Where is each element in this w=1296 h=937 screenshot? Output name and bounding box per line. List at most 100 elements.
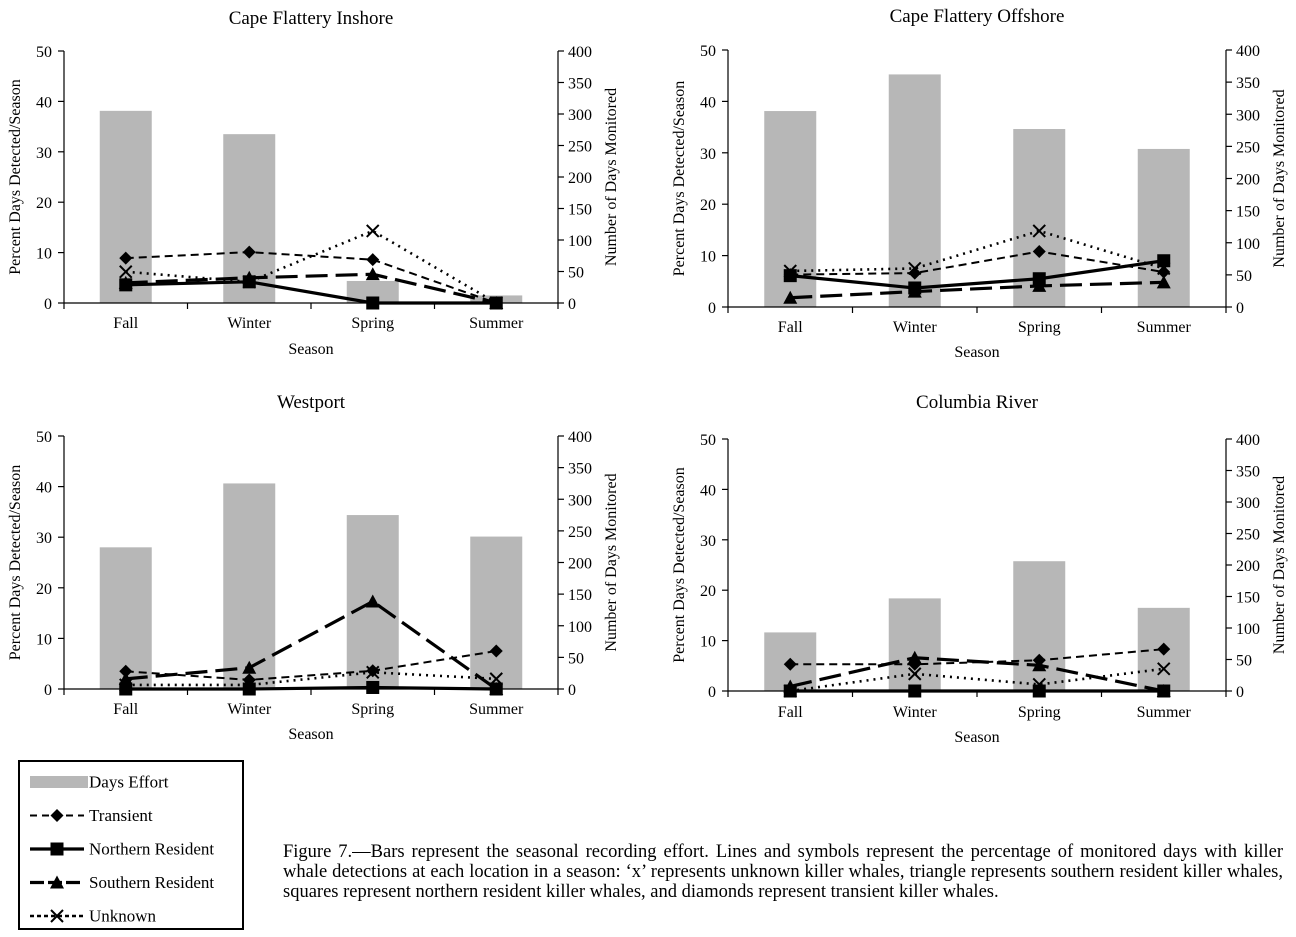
x-tick-label: Spring — [1018, 704, 1061, 721]
x-tick-label: Spring — [1018, 319, 1061, 336]
series-line — [790, 250, 1164, 276]
data-point — [242, 275, 256, 289]
y-tick-label-left: 0 — [44, 296, 52, 313]
series-line — [125, 670, 497, 687]
y-tick-label-right: 200 — [568, 556, 592, 573]
y-tick-label-left: 0 — [44, 682, 52, 699]
chart-westport: Westport 0 10 20 30 40 50 0 50 100 150 200 250 300 350… — [7, 392, 620, 743]
series-line — [125, 599, 498, 691]
data-point — [1157, 261, 1171, 276]
legend-marker — [50, 842, 64, 856]
data-point — [1032, 677, 1046, 692]
y-tick-label-right: 250 — [568, 139, 592, 156]
y-tick-label-left: 20 — [36, 581, 52, 598]
y-tick-label-right: 150 — [1236, 590, 1260, 607]
y-tick-label-right: 350 — [568, 461, 592, 478]
x-tick-label: Summer — [1137, 319, 1192, 336]
y-tick-label-right: 300 — [568, 492, 592, 509]
y-tick-label-right: 400 — [1236, 432, 1260, 449]
legend-graphic: Days Effort Transient Northern Resident Sou… — [30, 773, 214, 926]
y-axis-label-right: Number of Days Monitored — [603, 88, 620, 266]
y-tick-label-left: 10 — [700, 249, 716, 266]
data-point — [119, 265, 133, 279]
y-tick-label-left: 40 — [700, 94, 716, 111]
series-southern-resident — [783, 275, 1171, 304]
y-tick-label-left: 50 — [36, 44, 52, 61]
legend-marker — [50, 875, 64, 889]
series-unknown — [783, 662, 1171, 698]
effort-bar — [223, 483, 276, 689]
y-tick-label-left: 0 — [708, 300, 716, 317]
y-axis-label-left: Percent Days Detected/Season — [7, 465, 24, 660]
x-tick-label: Fall — [778, 704, 803, 721]
y-tick-label-right: 300 — [1236, 495, 1260, 512]
x-tick-label: Fall — [778, 319, 803, 336]
data-point — [118, 275, 133, 289]
data-point — [1032, 684, 1046, 698]
y-axis-label-left: Percent Days Detected/Season — [7, 79, 24, 274]
series-line — [789, 656, 1165, 693]
y-tick-label-right: 250 — [1236, 139, 1260, 156]
y-tick-label-left: 20 — [700, 583, 716, 600]
y-tick-label-left: 30 — [36, 530, 52, 547]
data-point — [366, 296, 380, 310]
x-axis-label: Season — [288, 726, 333, 743]
y-tick-label-right: 300 — [568, 107, 592, 124]
y-axis-label-left: Percent Days Detected/Season — [671, 81, 688, 276]
data-point — [1157, 662, 1171, 676]
data-point — [1157, 642, 1171, 656]
legend-marker — [50, 809, 64, 822]
y-tick-label-right: 100 — [568, 233, 592, 250]
figure-caption: Figure 7.—Bars represent the seasonal re… — [283, 842, 1283, 902]
y-tick-label-right: 200 — [1236, 172, 1260, 189]
x-tick-label: Fall — [113, 701, 138, 718]
x-tick-label: Spring — [351, 701, 394, 718]
data-point — [242, 245, 256, 259]
data-point — [907, 650, 922, 664]
series-unknown — [783, 224, 1171, 278]
y-tick-label-right: 0 — [568, 682, 576, 699]
series-line — [125, 280, 497, 305]
y-tick-label-left: 10 — [36, 631, 52, 648]
y-tick-label-right: 150 — [1236, 204, 1260, 221]
series-line — [790, 229, 1165, 273]
data-point — [908, 657, 922, 671]
data-point — [119, 251, 133, 265]
data-point — [908, 261, 922, 276]
y-tick-label-right: 400 — [568, 429, 592, 446]
legend-swatch-bar — [30, 776, 88, 788]
y-tick-label-right: 200 — [1236, 558, 1260, 575]
data-point — [1032, 278, 1047, 292]
y-axis-label-right: Number of Days Monitored — [1271, 89, 1288, 267]
series-line — [125, 685, 497, 691]
data-point — [489, 644, 503, 658]
y-tick-label-left: 30 — [700, 146, 716, 163]
x-tick-label: Winter — [227, 701, 271, 718]
data-point — [489, 672, 503, 686]
y-axis-label-right: Number of Days Monitored — [603, 473, 620, 651]
y-tick-label-right: 350 — [1236, 75, 1260, 92]
legend-label: Unknown — [89, 907, 157, 926]
data-point — [1156, 275, 1171, 289]
x-axis-label: Season — [954, 729, 999, 746]
data-point — [1032, 658, 1047, 672]
y-tick-label-right: 50 — [568, 265, 584, 282]
y-axis-label-right: Number of Days Monitored — [1271, 476, 1288, 654]
chart-title: Westport — [277, 392, 346, 413]
chart-title: Cape Flattery Inshore — [229, 8, 394, 29]
y-tick-label-right: 100 — [1236, 621, 1260, 638]
x-tick-label: Winter — [893, 704, 937, 721]
y-tick-label-right: 350 — [1236, 464, 1260, 481]
series-line — [125, 272, 497, 305]
data-point — [366, 224, 380, 238]
x-tick-label: Fall — [113, 315, 138, 332]
series-line — [790, 259, 1164, 290]
effort-bar — [470, 536, 523, 689]
data-point — [119, 682, 133, 696]
data-point — [242, 678, 256, 692]
y-tick-label-right: 0 — [1236, 684, 1244, 701]
legend-label: Transient — [89, 806, 153, 825]
x-axis-label: Season — [954, 344, 999, 361]
y-tick-label-left: 10 — [36, 246, 52, 263]
effort-bar — [888, 598, 941, 691]
